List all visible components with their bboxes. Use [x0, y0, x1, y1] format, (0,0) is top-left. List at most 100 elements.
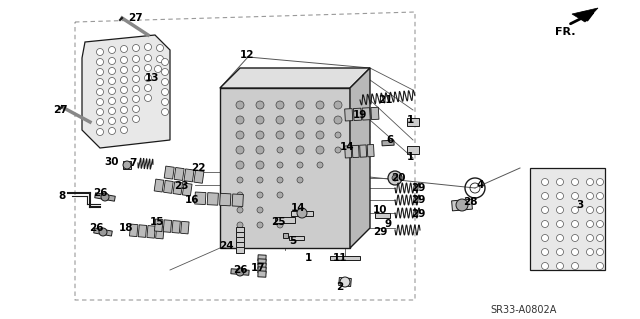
Text: 26: 26 [233, 265, 247, 275]
Text: 22: 22 [191, 163, 205, 173]
Polygon shape [154, 179, 164, 192]
Circle shape [120, 107, 127, 114]
Polygon shape [330, 256, 360, 260]
Circle shape [297, 208, 307, 218]
Circle shape [557, 263, 563, 270]
Circle shape [97, 129, 104, 136]
Text: 14: 14 [291, 203, 305, 213]
Text: 26: 26 [89, 223, 103, 233]
Circle shape [586, 206, 593, 213]
Circle shape [161, 108, 168, 115]
Circle shape [123, 161, 131, 169]
Circle shape [557, 249, 563, 256]
Text: 29: 29 [373, 227, 387, 237]
Polygon shape [195, 192, 206, 204]
Circle shape [256, 131, 264, 139]
Circle shape [120, 56, 127, 63]
Circle shape [145, 75, 152, 81]
Circle shape [257, 177, 263, 183]
Circle shape [586, 192, 593, 199]
Polygon shape [258, 263, 266, 269]
Circle shape [335, 132, 341, 138]
Circle shape [132, 76, 140, 83]
Text: 1: 1 [406, 115, 413, 125]
Circle shape [161, 69, 168, 76]
Circle shape [296, 131, 304, 139]
Circle shape [236, 116, 244, 124]
Circle shape [316, 101, 324, 109]
Circle shape [541, 234, 548, 241]
Circle shape [236, 161, 244, 169]
Text: 27: 27 [128, 13, 142, 23]
Circle shape [456, 199, 468, 211]
Polygon shape [352, 145, 359, 158]
Polygon shape [174, 167, 184, 181]
Circle shape [277, 162, 283, 168]
Text: 17: 17 [251, 263, 266, 273]
Text: 11: 11 [333, 253, 348, 263]
Polygon shape [345, 109, 353, 121]
Circle shape [257, 222, 263, 228]
Polygon shape [180, 221, 189, 234]
Polygon shape [530, 168, 605, 270]
Circle shape [596, 234, 604, 241]
Circle shape [161, 78, 168, 85]
Polygon shape [362, 108, 370, 120]
Circle shape [256, 101, 264, 109]
Circle shape [572, 220, 579, 227]
Circle shape [586, 220, 593, 227]
Polygon shape [147, 226, 156, 238]
Circle shape [296, 116, 304, 124]
Polygon shape [236, 247, 244, 253]
Text: 12: 12 [240, 50, 254, 60]
Circle shape [237, 177, 243, 183]
Circle shape [572, 249, 579, 256]
Circle shape [335, 147, 341, 153]
Circle shape [334, 116, 342, 124]
Circle shape [586, 179, 593, 186]
Polygon shape [258, 255, 266, 261]
Circle shape [120, 116, 127, 123]
Circle shape [97, 108, 104, 115]
Text: SR33-A0802A: SR33-A0802A [490, 305, 556, 315]
Circle shape [297, 162, 303, 168]
Circle shape [392, 175, 398, 181]
Polygon shape [93, 228, 112, 236]
Circle shape [541, 263, 548, 270]
Text: 24: 24 [219, 241, 234, 251]
Polygon shape [220, 193, 231, 206]
Polygon shape [173, 182, 182, 195]
Polygon shape [82, 35, 170, 148]
Polygon shape [154, 219, 163, 232]
Circle shape [557, 234, 563, 241]
Polygon shape [382, 140, 394, 146]
Circle shape [541, 206, 548, 213]
Text: 7: 7 [129, 158, 137, 168]
Circle shape [120, 97, 127, 103]
Circle shape [99, 228, 107, 236]
Circle shape [132, 95, 140, 102]
Polygon shape [407, 118, 419, 126]
Circle shape [297, 177, 303, 183]
Circle shape [109, 117, 115, 124]
Circle shape [120, 77, 127, 84]
Circle shape [257, 207, 263, 213]
Polygon shape [138, 225, 147, 237]
Text: 14: 14 [340, 142, 355, 152]
Text: 20: 20 [391, 173, 405, 183]
Circle shape [340, 277, 350, 287]
Text: 21: 21 [378, 95, 392, 105]
Circle shape [132, 44, 140, 51]
Polygon shape [275, 217, 295, 223]
Polygon shape [291, 211, 313, 216]
Circle shape [120, 46, 127, 53]
Circle shape [277, 147, 283, 153]
Circle shape [97, 118, 104, 125]
Circle shape [97, 58, 104, 65]
Polygon shape [123, 161, 131, 169]
Text: 1: 1 [305, 253, 312, 263]
Text: 5: 5 [289, 236, 296, 246]
Circle shape [161, 58, 168, 65]
Circle shape [256, 161, 264, 169]
Text: 28: 28 [463, 197, 477, 207]
